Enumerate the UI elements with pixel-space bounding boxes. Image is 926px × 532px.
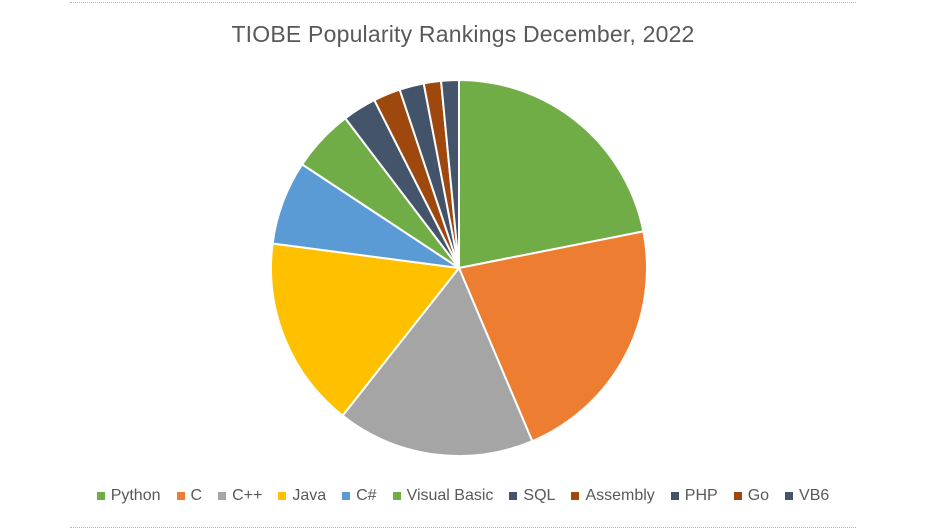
legend-swatch xyxy=(176,492,185,500)
legend-label: C++ xyxy=(232,487,263,504)
legend-swatch xyxy=(218,492,227,500)
legend-item: VB6 xyxy=(785,487,829,505)
legend-label: SQL xyxy=(523,487,556,504)
legend-swatch xyxy=(785,492,794,500)
legend-item: C++ xyxy=(218,487,262,505)
legend-item: Assembly xyxy=(571,487,655,505)
legend-label: VB6 xyxy=(799,487,830,504)
legend-item: SQL xyxy=(509,487,555,505)
pie-slice-c xyxy=(457,230,648,443)
legend-item: Java xyxy=(278,487,326,505)
legend-item: Go xyxy=(733,487,770,505)
legend-swatch xyxy=(278,492,287,500)
legend-swatch xyxy=(571,492,580,500)
legend-swatch xyxy=(509,492,518,500)
legend-swatch xyxy=(392,492,401,500)
legend-item: Visual Basic xyxy=(392,487,494,505)
legend-swatch xyxy=(342,492,351,500)
legend-swatch xyxy=(733,492,742,500)
legend-label: C# xyxy=(356,487,377,504)
legend-label: C xyxy=(190,487,203,504)
legend-label: Python xyxy=(110,487,161,504)
legend-item: C xyxy=(176,487,203,505)
legend-swatch xyxy=(96,492,105,500)
pie-slice-vb6 xyxy=(439,78,460,269)
legend-label: Assembly xyxy=(585,487,655,504)
pie-slice-python xyxy=(458,78,645,270)
chart-title: TIOBE Popularity Rankings December, 2022 xyxy=(231,21,695,47)
legend-label: Java xyxy=(292,487,327,504)
legend-label: Go xyxy=(747,487,770,504)
pie-slice-c- xyxy=(341,266,534,457)
legend-label: Visual Basic xyxy=(406,487,494,504)
legend-item: Python xyxy=(96,487,161,505)
chart-legend: Python C C++ Java C# Visual Basic SQL Assembly P… xyxy=(0,487,926,505)
legend-label: PHP xyxy=(684,487,718,504)
legend-swatch xyxy=(670,492,679,500)
pie-slice-java xyxy=(270,242,461,418)
legend-item: C# xyxy=(342,487,377,505)
legend-item: PHP xyxy=(670,487,718,505)
